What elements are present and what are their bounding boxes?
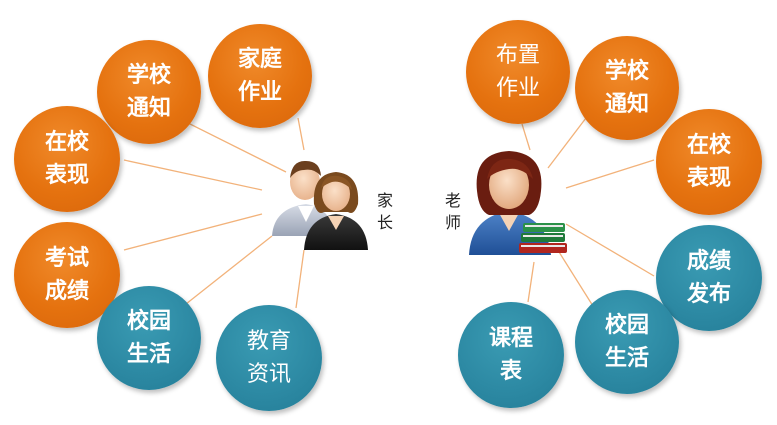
connector-line [297, 117, 305, 151]
connector-line [565, 223, 655, 277]
parent-node-homework[interactable]: 家庭 作业 [208, 24, 312, 128]
node-line: 布置 [495, 43, 540, 68]
teacher-label-char: 老 [444, 191, 461, 210]
node-line: 发布 [686, 282, 731, 307]
teacher-node-school-performance[interactable]: 在校 表现 [656, 109, 762, 215]
parent-node-campus-life[interactable]: 校园 生活 [97, 286, 201, 390]
node-line: 资讯 [246, 362, 291, 387]
node-line: 作业 [237, 80, 282, 105]
teacher-node-school-notice[interactable]: 学校 通知 [575, 36, 679, 140]
node-line: 在校 [686, 133, 731, 158]
node-line: 考试 [44, 246, 89, 271]
node-line: 成绩 [686, 249, 731, 274]
node-line: 表现 [686, 166, 731, 191]
node-line: 教育 [246, 329, 291, 354]
node-line: 成绩 [44, 279, 89, 304]
parent-node-education-news[interactable]: 教育 资讯 [216, 305, 322, 411]
parent-node-school-performance[interactable]: 在校 表现 [14, 106, 120, 212]
node-line: 通知 [604, 92, 649, 117]
node-line: 作业 [495, 76, 540, 101]
teacher-node-assign-homework[interactable]: 布置 作业 [466, 20, 570, 124]
node-line: 通知 [126, 96, 171, 121]
teacher-node-class-schedule[interactable]: 课程 表 [458, 302, 564, 408]
connector-line [527, 261, 535, 303]
node-line: 生活 [126, 342, 171, 367]
node-line: 课程 [488, 326, 533, 351]
connector-line [123, 213, 263, 251]
teacher-node-campus-life[interactable]: 校园 生活 [575, 290, 679, 394]
parent-hub-label: 家 长 [375, 190, 395, 234]
node-line: 在校 [44, 130, 89, 155]
node-line: 表现 [44, 163, 89, 188]
connector-line [295, 249, 305, 309]
node-line: 校园 [604, 313, 649, 338]
connector-line [185, 235, 273, 305]
parents-icon [272, 160, 368, 250]
connector-line [185, 121, 287, 173]
parent-label-char: 家 [376, 191, 393, 210]
connector-line [123, 159, 263, 191]
node-line: 生活 [604, 346, 649, 371]
node-line: 表 [499, 359, 522, 384]
connector-line [565, 159, 655, 189]
teacher-icon [469, 151, 567, 255]
node-line: 校园 [126, 309, 171, 334]
connector-line [521, 123, 531, 151]
parent-label-char: 长 [376, 213, 393, 232]
parent-node-school-notice[interactable]: 学校 通知 [97, 40, 201, 144]
node-line: 家庭 [237, 47, 282, 72]
connector-line [547, 117, 587, 169]
node-line: 学校 [126, 63, 171, 88]
teacher-node-publish-scores[interactable]: 成绩 发布 [656, 225, 762, 331]
node-line: 学校 [604, 59, 649, 84]
teacher-hub-label: 老 师 [443, 190, 463, 234]
teacher-label-char: 师 [444, 213, 461, 232]
parent-node-exam-scores[interactable]: 考试 成绩 [14, 222, 120, 328]
connector-line [553, 243, 599, 315]
